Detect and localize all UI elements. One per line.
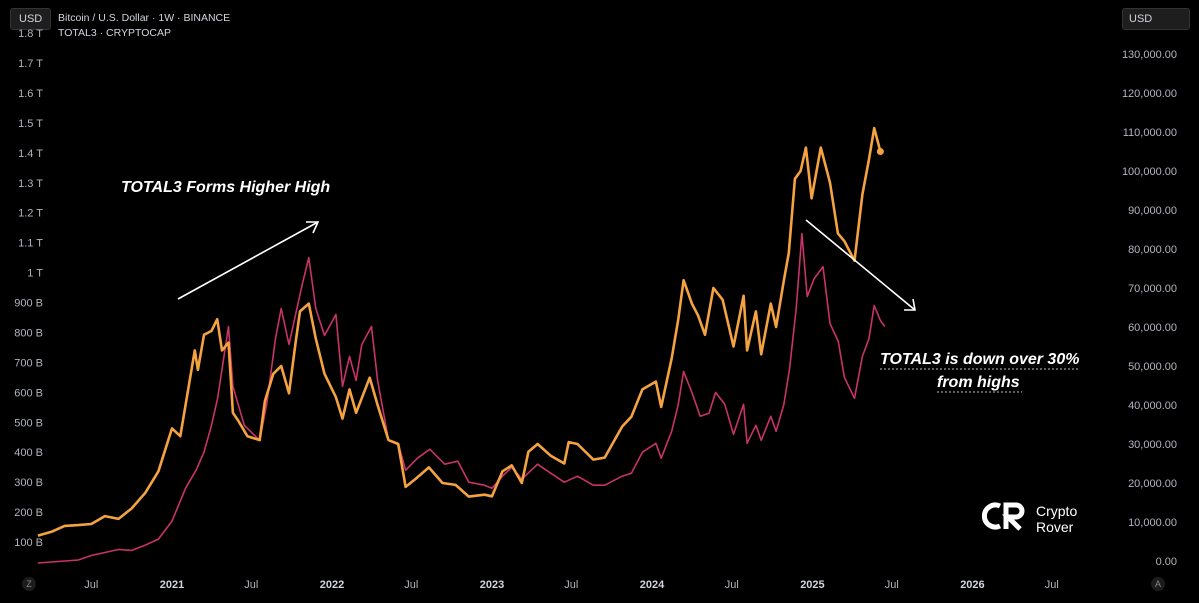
left-axis-tick: 700 B <box>14 357 43 369</box>
btc-price-line <box>37 126 882 537</box>
right-axis-tick: 80,000.00 <box>1128 244 1177 256</box>
right-axis-tick: 110,000.00 <box>1123 127 1177 139</box>
time-axis-tick: Jul <box>1045 579 1059 591</box>
left-axis-tick: 1.7 T <box>18 58 43 70</box>
right-axis: 130,000.00 120,000.00 110,000.00 100,000.00… <box>1122 49 1177 568</box>
time-axis-tick: 2021 <box>160 579 184 591</box>
annotation-higher-high: TOTAL3 Forms Higher High <box>121 179 330 196</box>
right-axis-tick: 70,000.00 <box>1128 283 1177 295</box>
left-axis-tick: 1.8 T <box>18 28 43 40</box>
left-axis-tick: 1.1 T <box>18 238 43 250</box>
left-axis-tick: 400 B <box>14 447 43 459</box>
auto-scale-button[interactable]: Z <box>22 577 36 591</box>
right-currency-badge[interactable]: USD <box>1122 8 1190 30</box>
crypto-rover-logo-icon <box>981 502 1025 531</box>
left-axis-tick: 1.6 T <box>18 88 43 100</box>
legend-series-btc[interactable]: Bitcoin / U.S. Dollar · 1W · BINANCE <box>58 12 231 24</box>
time-axis-tick: Jul <box>564 579 578 591</box>
btc-last-price-dot <box>876 148 884 155</box>
right-axis-tick: 120,000.00 <box>1122 88 1177 100</box>
right-axis-tick: 100,000.00 <box>1122 166 1177 178</box>
total3-line <box>37 232 886 564</box>
down-arrow <box>805 219 916 311</box>
left-axis-tick: 1.5 T <box>18 118 43 130</box>
right-axis-tick: 130,000.00 <box>1122 49 1177 61</box>
legend-series-total3[interactable]: TOTAL3 · CRYPTOCAP <box>58 27 172 39</box>
left-axis-tick: 800 B <box>14 327 43 339</box>
time-axis-tick: Jul <box>244 579 258 591</box>
series-lines <box>37 126 886 564</box>
left-axis-tick: 600 B <box>14 387 43 399</box>
left-axis-tick: 200 B <box>14 507 43 519</box>
time-axis: Jul 2021 Jul 2022 Jul 2023 Jul 2024 Jul 2025 Jul 20… <box>84 579 1059 591</box>
left-axis-tick: 1.2 T <box>18 208 43 220</box>
left-axis-tick: 1 T <box>27 268 43 280</box>
right-axis-tick: 10,000.00 <box>1128 517 1177 529</box>
left-axis-tick: 300 B <box>14 477 43 489</box>
left-axis-tick: 1.4 T <box>18 148 43 160</box>
higher-high-arrow <box>177 221 320 300</box>
right-axis-tick: 20,000.00 <box>1128 478 1177 490</box>
time-axis-tick: Jul <box>84 579 98 591</box>
time-axis-tick: 2026 <box>960 579 984 591</box>
time-axis-tick: 2025 <box>800 579 824 591</box>
left-axis: 1.8 T 1.7 T 1.6 T 1.5 T 1.4 T 1.3 T 1.2 T 1.1 T… <box>14 28 43 549</box>
right-axis-tick: 40,000.00 <box>1128 400 1177 412</box>
left-currency-badge[interactable]: USD <box>10 8 52 30</box>
auto-scale-right-button[interactable]: A <box>1151 577 1165 591</box>
time-axis-tick: 2024 <box>640 579 665 591</box>
right-axis-tick: 90,000.00 <box>1128 205 1177 217</box>
left-axis-tick: 1.3 T <box>18 178 43 190</box>
right-axis-tick: 0.00 <box>1156 556 1177 568</box>
time-axis-tick: 2023 <box>480 579 504 591</box>
left-axis-tick: 100 B <box>14 537 43 549</box>
time-axis-tick: Jul <box>725 579 739 591</box>
time-axis-tick: Jul <box>404 579 418 591</box>
right-axis-tick: 50,000.00 <box>1128 361 1177 373</box>
right-axis-tick: 30,000.00 <box>1128 439 1177 451</box>
brand-line-2: Rover <box>1036 519 1074 535</box>
brand-line-1: Crypto <box>1036 503 1078 519</box>
time-axis-tick: Jul <box>885 579 899 591</box>
time-axis-tick: 2022 <box>320 579 344 591</box>
left-axis-tick: 900 B <box>14 298 43 310</box>
right-axis-tick: 60,000.00 <box>1128 322 1177 334</box>
annotation-down-line-1: TOTAL3 is down over 30% <box>880 351 1079 368</box>
annotation-down-line-2: from highs <box>937 374 1020 391</box>
left-axis-tick: 500 B <box>14 417 43 429</box>
